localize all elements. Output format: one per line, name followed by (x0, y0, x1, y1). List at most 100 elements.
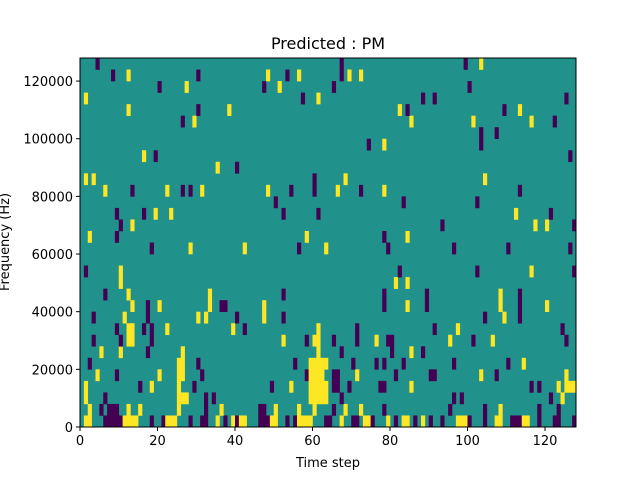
heatmap-cell (145, 346, 151, 359)
x-tick-label: 80 (382, 434, 399, 449)
heatmap-cell (293, 415, 298, 428)
heatmap-cell (235, 311, 240, 324)
heatmap-cell (471, 115, 476, 128)
heatmap-cell (560, 323, 565, 336)
heatmap-cell (324, 242, 329, 255)
heatmap-cell (107, 403, 120, 416)
heatmap-cell (483, 415, 488, 428)
heatmap-cell (196, 357, 201, 370)
heatmap-cell (149, 415, 154, 428)
heatmap-cell (207, 288, 213, 301)
heatmap-cell (285, 415, 290, 428)
heatmap-cell (498, 288, 503, 301)
heatmap-cell (382, 288, 387, 301)
heatmap-cell (556, 380, 561, 393)
heatmap-cell (215, 415, 220, 428)
heatmap-cell (483, 403, 488, 416)
heatmap-cell (397, 104, 402, 116)
heatmap-cell (401, 196, 406, 209)
heatmap-cell (300, 92, 306, 105)
heatmap-cell (126, 323, 135, 336)
heatmap-cell (126, 403, 131, 416)
heatmap-cell (339, 392, 344, 405)
heatmap-cell (455, 323, 461, 336)
heatmap-cell (180, 184, 185, 197)
heatmap-cell (269, 415, 278, 428)
y-axis-label: Frequency (Hz) (0, 193, 13, 291)
y-tick-label: 40000 (32, 306, 73, 321)
heatmap-cell (568, 150, 573, 163)
heatmap-cell (200, 415, 209, 428)
heatmap-cell (153, 150, 158, 163)
heatmap-cell (440, 219, 445, 232)
heatmap-cell (142, 323, 147, 336)
heatmap-cell (304, 334, 309, 347)
heatmap-cell (312, 403, 317, 416)
heatmap-cell (405, 300, 410, 312)
heatmap-cell (273, 196, 278, 209)
heatmap-cell (258, 415, 271, 428)
heatmap-cell (293, 357, 298, 370)
heatmap-cell (382, 300, 387, 312)
heatmap-cell (479, 127, 484, 140)
heatmap-cell (145, 300, 151, 312)
heatmap-cell (312, 334, 321, 347)
heatmap-cell (331, 380, 340, 393)
x-tick-label: 60 (304, 434, 321, 449)
heatmap-cell (382, 230, 387, 243)
heatmap-cell (343, 403, 348, 416)
heatmap-cell (289, 380, 294, 393)
heatmap-cell (514, 207, 519, 220)
heatmap-cell (393, 415, 399, 428)
heatmap-cell (200, 369, 205, 382)
heatmap-cell (343, 173, 348, 186)
heatmap-cell (572, 265, 577, 278)
y-tick-label: 60000 (32, 248, 73, 263)
heatmap-cell (180, 346, 185, 359)
heatmap-cell (126, 288, 131, 301)
heatmap-cell (359, 403, 364, 416)
heatmap-cell (374, 357, 379, 370)
heatmap-cell (192, 115, 197, 128)
heatmap-cell (118, 334, 123, 347)
heatmap-cell (103, 392, 108, 405)
heatmap-cell (452, 357, 457, 370)
y-axis: 0 20000 40000 60000 80000 100000 120000 (23, 75, 80, 436)
heatmap-cell (204, 403, 209, 416)
heatmap-cell (548, 392, 554, 405)
heatmap-cell (494, 415, 503, 428)
heatmap-cell (95, 58, 100, 70)
heatmap-cell (545, 219, 550, 232)
heatmap-cell (188, 184, 193, 197)
heatmap-cell (87, 230, 92, 243)
heatmap-cell (533, 219, 538, 232)
x-tick-label: 0 (76, 434, 84, 449)
heatmap-cell (475, 265, 480, 278)
heatmap-cell (184, 81, 189, 93)
heatmap-cell (556, 403, 561, 416)
heatmap-cell (347, 380, 352, 393)
heatmap-cell (297, 242, 302, 255)
heatmap-cell (355, 323, 360, 336)
heatmap-cell (498, 300, 503, 312)
heatmap-cell (316, 92, 321, 105)
heatmap-cell (126, 334, 135, 347)
y-tick-label: 20000 (32, 363, 73, 378)
heatmap-cell (176, 369, 185, 382)
heatmap-cell (83, 265, 89, 278)
heatmap-cell (316, 323, 321, 336)
heatmap-cell (572, 415, 577, 428)
heatmap-cell (331, 81, 337, 93)
heatmap-cell (308, 392, 329, 405)
heatmap-cell (355, 334, 360, 347)
heatmap-cell (219, 403, 224, 416)
heatmap-cell (176, 392, 189, 405)
heatmap-cell (382, 357, 387, 370)
heatmap-cell (382, 184, 387, 197)
heatmap-cell (560, 392, 565, 405)
heatmap-cell (475, 196, 480, 209)
heatmap-cell (517, 311, 523, 324)
heatmap-cell (281, 207, 286, 220)
heatmap-cell (432, 323, 437, 336)
heatmap-cell (382, 138, 387, 151)
